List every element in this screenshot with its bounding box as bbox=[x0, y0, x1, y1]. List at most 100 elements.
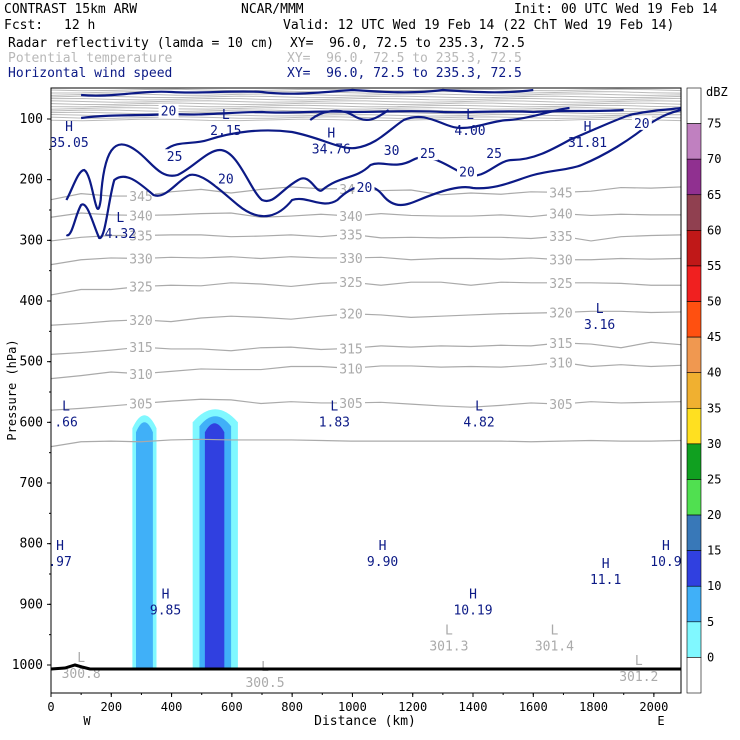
theta-label-bg bbox=[547, 185, 575, 199]
x-tick-label-2000: 2000 bbox=[639, 700, 668, 714]
theta-upper-contour bbox=[50, 118, 682, 122]
theta-contour-335 bbox=[50, 233, 682, 242]
x-tick-label-200: 200 bbox=[100, 700, 122, 714]
theta-label-bg bbox=[337, 306, 365, 320]
theta-label-bg bbox=[337, 341, 365, 355]
theta-contour-320 bbox=[50, 310, 682, 326]
extremum-letter-17: L bbox=[550, 624, 558, 639]
theta-label-bg bbox=[337, 361, 365, 375]
colorbar-label-75: 75 bbox=[707, 117, 721, 131]
theta-upper-contour bbox=[50, 91, 682, 94]
theta-label-bg bbox=[127, 340, 155, 354]
east-label: E bbox=[657, 714, 664, 728]
theta-label-310: 310 bbox=[339, 362, 362, 377]
extremum-value-16: 301.3 bbox=[429, 640, 468, 655]
fcst-value: 12 h bbox=[64, 18, 96, 33]
west-label: W bbox=[83, 714, 91, 728]
colorbar-segment-13 bbox=[686, 550, 702, 587]
extremum-letter-9: L bbox=[475, 399, 483, 414]
terrain-line bbox=[50, 663, 681, 671]
extremum-value-0: 2.15 bbox=[210, 124, 241, 139]
theta-label-bg bbox=[337, 395, 365, 409]
extremum-letter-18: L bbox=[77, 651, 85, 666]
wind-speed-contour-2 bbox=[164, 106, 570, 151]
theta-label-310: 310 bbox=[129, 368, 152, 383]
extremum-value-7: .66 bbox=[54, 415, 77, 430]
extremum-letter-10: H bbox=[56, 539, 64, 554]
theta-label-bg bbox=[127, 396, 155, 410]
theta-upper-contour bbox=[50, 116, 682, 119]
wind-label-bg bbox=[417, 146, 438, 161]
theta-label-340: 340 bbox=[129, 209, 152, 224]
org-label: NCAR/MMM bbox=[241, 2, 304, 17]
colorbar-segment-5 bbox=[686, 265, 702, 302]
wind-label-3: 30 bbox=[384, 144, 400, 159]
theta-contour-315 bbox=[50, 341, 682, 355]
wind-speed-contour-0 bbox=[65, 106, 682, 210]
colorbar-segment-4 bbox=[686, 230, 702, 267]
wind-label-6: 20 bbox=[218, 173, 234, 188]
y-tick-label-500: 500 bbox=[20, 355, 43, 370]
colorbar-label-10: 10 bbox=[707, 579, 721, 593]
x-tick-label-1200: 1200 bbox=[398, 700, 427, 714]
theta-label-345: 345 bbox=[549, 186, 572, 201]
field-3-name: Horizontal wind speed bbox=[8, 66, 173, 81]
theta-label-bg bbox=[337, 209, 365, 223]
theta-label-315: 315 bbox=[339, 342, 362, 357]
colorbar-segment-0 bbox=[686, 87, 702, 124]
y-tick-label-300: 300 bbox=[20, 233, 43, 248]
theta-label-325: 325 bbox=[339, 276, 362, 291]
y-tick-label-200: 200 bbox=[20, 173, 43, 188]
x-tick-label-800: 800 bbox=[281, 700, 303, 714]
colorbar-segment-10 bbox=[686, 443, 702, 480]
colorbar-segment-9 bbox=[686, 407, 702, 445]
extremum-value-9: 4.82 bbox=[463, 415, 494, 430]
wind-label-bg bbox=[354, 180, 375, 195]
field-3-xy: XY= 96.0, 72.5 to 235.3, 72.5 bbox=[287, 66, 522, 81]
colorbar-unit: dBZ bbox=[706, 85, 728, 99]
model-title: CONTRAST 15km ARW bbox=[4, 2, 138, 17]
extremum-value-13: 10.9 bbox=[650, 555, 681, 570]
colorbar-segment-12 bbox=[686, 514, 702, 551]
extremum-value-10: .97 bbox=[48, 555, 71, 570]
y-tick-label-900: 900 bbox=[20, 597, 43, 612]
wind-label-8: 20 bbox=[459, 165, 475, 180]
x-tick-label-1000: 1000 bbox=[338, 700, 367, 714]
theta-label-330: 330 bbox=[129, 253, 152, 268]
theta-label-bg bbox=[127, 366, 155, 380]
extremum-value-15: 10.19 bbox=[453, 603, 492, 618]
colorbar-label-60: 60 bbox=[707, 223, 721, 237]
extremum-value-2: 35.05 bbox=[50, 136, 89, 151]
reflectivity-cell-mid-0 bbox=[136, 422, 153, 668]
colorbar-segment-7 bbox=[686, 336, 702, 374]
colorbar-label-55: 55 bbox=[707, 259, 721, 273]
colorbar-segment-3 bbox=[686, 194, 702, 231]
colorbar-label-65: 65 bbox=[707, 188, 721, 202]
x-tick-label-600: 600 bbox=[221, 700, 243, 714]
y-tick-label-600: 600 bbox=[20, 415, 43, 430]
x-axis-label: Distance (km) bbox=[314, 714, 416, 729]
y-tick-label-800: 800 bbox=[20, 537, 43, 552]
x-tick-label-1800: 1800 bbox=[579, 700, 608, 714]
wind-label-7: 20 bbox=[357, 181, 373, 196]
colorbar-label-45: 45 bbox=[707, 330, 721, 344]
theta-label-bg bbox=[127, 208, 155, 222]
x-tick-label-400: 400 bbox=[161, 700, 183, 714]
theta-label-335: 335 bbox=[129, 229, 152, 244]
extremum-value-14: 9.85 bbox=[150, 603, 181, 618]
extremum-letter-15: H bbox=[469, 587, 477, 602]
wind-label-5: 25 bbox=[486, 147, 502, 162]
theta-label-bg bbox=[337, 250, 365, 264]
theta-label-310: 310 bbox=[549, 356, 572, 371]
colorbar-label-50: 50 bbox=[707, 295, 721, 309]
extremum-letter-5: L bbox=[116, 211, 124, 226]
colorbar-segment-1 bbox=[686, 123, 702, 160]
theta-label-315: 315 bbox=[549, 337, 572, 352]
theta-label-320: 320 bbox=[339, 308, 362, 323]
init-time: Init: 00 UTC Wed 19 Feb 14 bbox=[514, 2, 718, 17]
colorbar-label-30: 30 bbox=[707, 437, 721, 451]
colorbar-segment-11 bbox=[686, 479, 702, 516]
theta-label-345: 345 bbox=[129, 190, 152, 205]
extremum-letter-12: H bbox=[602, 557, 610, 572]
